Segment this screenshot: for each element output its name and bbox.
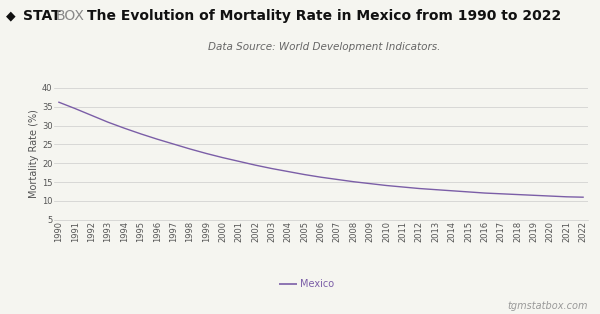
Text: STAT: STAT (23, 9, 61, 24)
Y-axis label: Mortality Rate (%): Mortality Rate (%) (29, 109, 39, 198)
Text: Mexico: Mexico (300, 279, 334, 289)
Text: Data Source: World Development Indicators.: Data Source: World Development Indicator… (208, 42, 440, 52)
Text: ◆: ◆ (6, 9, 16, 22)
Text: BOX: BOX (56, 9, 85, 24)
Text: The Evolution of Mortality Rate in Mexico from 1990 to 2022: The Evolution of Mortality Rate in Mexic… (87, 9, 561, 24)
Text: tgmstatbox.com: tgmstatbox.com (508, 301, 588, 311)
